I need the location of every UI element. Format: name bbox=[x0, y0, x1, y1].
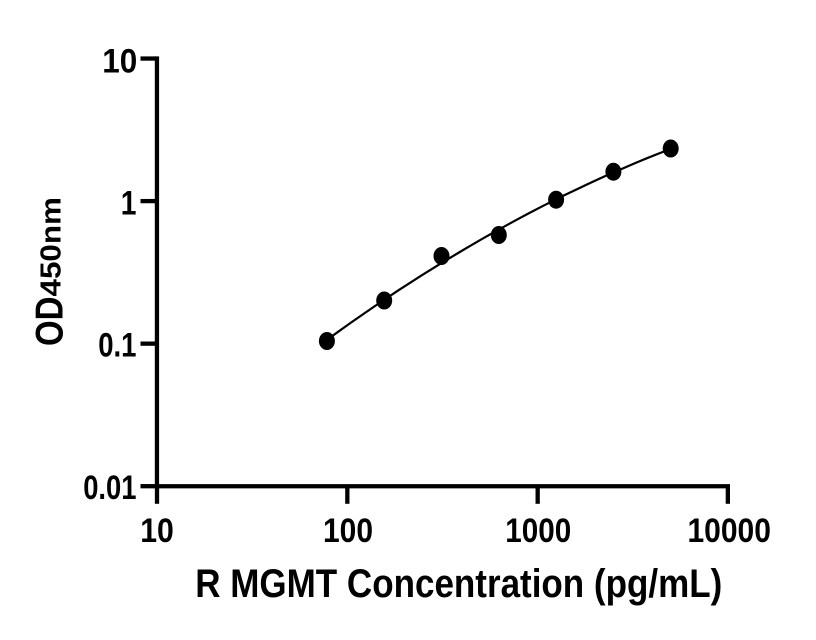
svg-text:10000: 10000 bbox=[687, 512, 771, 550]
svg-text:450nm: 450nm bbox=[36, 197, 68, 297]
svg-text:1: 1 bbox=[121, 184, 137, 222]
svg-text:1000: 1000 bbox=[505, 512, 571, 550]
svg-text:100: 100 bbox=[323, 512, 373, 550]
svg-text:10: 10 bbox=[102, 42, 137, 80]
svg-text:0.1: 0.1 bbox=[98, 327, 136, 365]
svg-text:OD: OD bbox=[28, 297, 71, 347]
svg-text:0.01: 0.01 bbox=[83, 469, 136, 507]
svg-text:R MGMT Concentration (pg/mL): R MGMT Concentration (pg/mL) bbox=[195, 562, 722, 606]
svg-text:10: 10 bbox=[140, 512, 174, 550]
